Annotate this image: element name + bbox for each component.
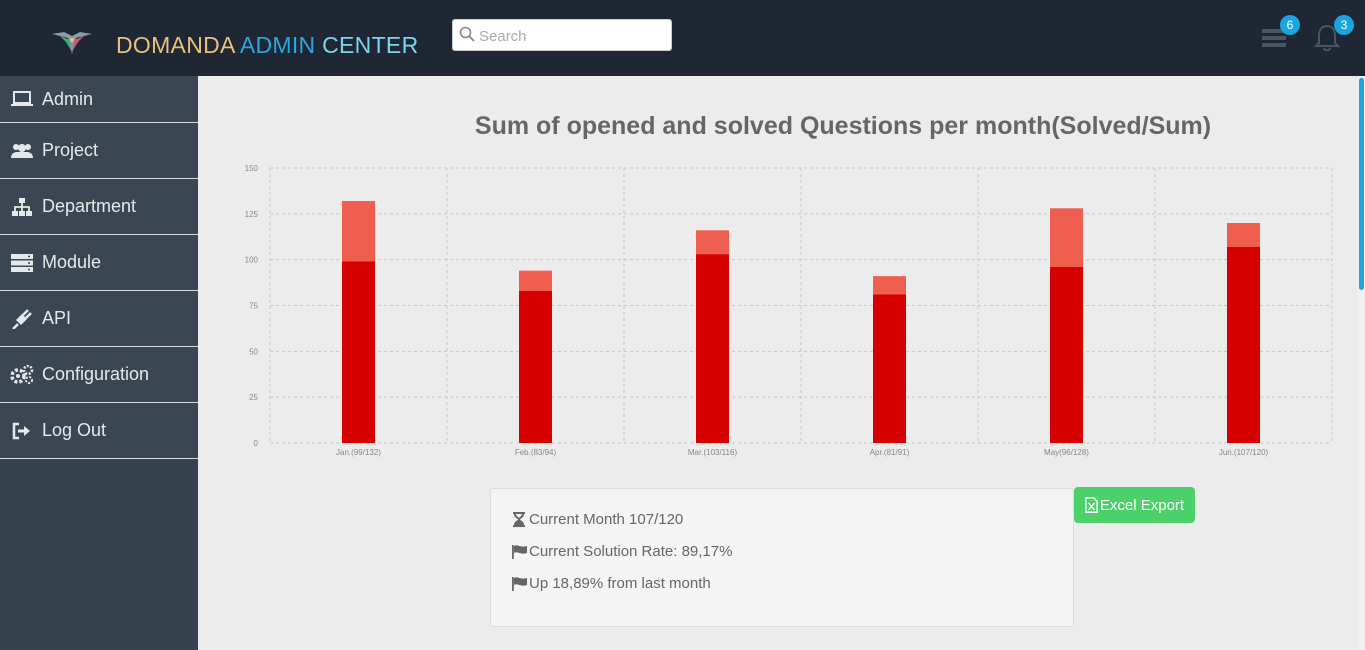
y-tick-label: 125	[245, 210, 259, 219]
y-tick-label: 25	[249, 393, 258, 402]
sidebar-item-api[interactable]: API	[0, 291, 198, 347]
chart-title: Sum of opened and solved Questions per m…	[474, 112, 1212, 140]
sidebar-item-department[interactable]: Department	[0, 179, 198, 235]
change-text: Up 18,89% from last month	[529, 575, 711, 592]
sidebar-item-label: Module	[42, 252, 102, 272]
logo-icon	[52, 32, 92, 54]
solution-rate-text: Current Solution Rate: 89,17%	[529, 543, 733, 560]
bar-solved	[696, 254, 729, 443]
sign-out-icon	[10, 421, 34, 441]
y-tick-label: 0	[254, 439, 259, 448]
sidebar-item-configuration[interactable]: Configuration	[0, 347, 198, 403]
bar-unsolved	[1227, 223, 1260, 247]
messages-icon[interactable]	[1262, 28, 1286, 48]
laptop-icon	[10, 89, 34, 109]
brand-center: CENTER	[322, 32, 419, 58]
x-tick-label: Apr.(81/91)	[870, 448, 910, 457]
brand-admin: ADMIN	[239, 32, 323, 58]
sidebar: Admin Project Department Module API Conf…	[0, 76, 198, 650]
sidebar-item-label: Project	[42, 140, 99, 160]
brand-domanda: DOMANDA	[116, 32, 240, 58]
x-tick-label: Feb.(83/94)	[515, 448, 557, 457]
x-tick-label: Jan.(99/132)	[336, 448, 381, 457]
y-tick-label: 100	[245, 256, 259, 265]
x-tick-label: Jun.(107/120)	[1219, 448, 1269, 457]
sidebar-item-admin[interactable]: Admin	[0, 76, 198, 123]
sidebar-item-label: Admin	[42, 88, 94, 109]
top-navbar: DOMANDA ADMIN CENTER 6 3	[0, 0, 1365, 76]
bar-solved	[873, 294, 906, 443]
users-icon	[10, 141, 34, 161]
bar-solved	[342, 261, 375, 443]
notifications-badge: 3	[1334, 15, 1354, 35]
flag-icon	[511, 576, 527, 592]
scrollbar-thumb[interactable]	[1359, 78, 1364, 290]
bar-unsolved	[1050, 208, 1083, 267]
y-tick-label: 150	[245, 164, 259, 173]
sidebar-item-logout[interactable]: Log Out	[0, 403, 198, 459]
flag-icon	[511, 544, 527, 560]
sidebar-item-label: Configuration	[42, 364, 150, 384]
sidebar-item-module[interactable]: Module	[0, 235, 198, 291]
stats-panel: Current Month 107/120 Current Solution R…	[490, 488, 1074, 627]
sidebar-item-label: Department	[42, 196, 137, 216]
sidebar-item-project[interactable]: Project	[0, 123, 198, 179]
search-box[interactable]	[452, 19, 672, 51]
main-content: Sum of opened and solved Questions per m…	[198, 76, 1358, 650]
bar-solved	[1050, 267, 1083, 443]
excel-export-button[interactable]: Excel Export	[1074, 487, 1195, 523]
solution-rate-line: Current Solution Rate: 89,17%	[511, 543, 732, 560]
change-line: Up 18,89% from last month	[511, 575, 711, 592]
vertical-scrollbar[interactable]	[1358, 76, 1365, 650]
y-tick-label: 75	[249, 302, 258, 311]
x-tick-label: May(96/128)	[1044, 448, 1089, 457]
plug-icon	[10, 308, 34, 329]
bar-unsolved	[342, 201, 375, 262]
sidebar-item-label: API	[42, 308, 72, 328]
gears-icon	[10, 364, 34, 385]
bar-unsolved	[696, 230, 729, 255]
file-excel-icon	[1084, 497, 1098, 513]
bar-solved	[1227, 246, 1260, 443]
sidebar-item-label: Log Out	[42, 420, 107, 440]
sitemap-icon	[10, 197, 34, 217]
search-icon	[459, 26, 475, 42]
bar-unsolved	[519, 270, 552, 291]
current-month-text: Current Month 107/120	[529, 511, 684, 528]
search-input[interactable]	[479, 24, 667, 48]
hourglass-icon	[511, 512, 527, 528]
messages-badge: 6	[1280, 15, 1300, 35]
bar-solved	[519, 290, 552, 443]
bar-chart: 0 25 50 75 100 125 150 Jan.(99/132) Feb.(83/94) M…	[245, 164, 1333, 457]
excel-export-label: Excel Export	[1099, 496, 1185, 514]
app-brand: DOMANDA ADMIN CENTER	[116, 30, 419, 60]
server-icon	[10, 253, 34, 273]
bar-unsolved	[873, 276, 906, 295]
bell-icon[interactable]	[1314, 24, 1340, 52]
y-tick-label: 50	[249, 347, 258, 356]
x-tick-label: Mar.(103/116)	[688, 448, 738, 457]
current-month-line: Current Month 107/120	[511, 511, 683, 528]
